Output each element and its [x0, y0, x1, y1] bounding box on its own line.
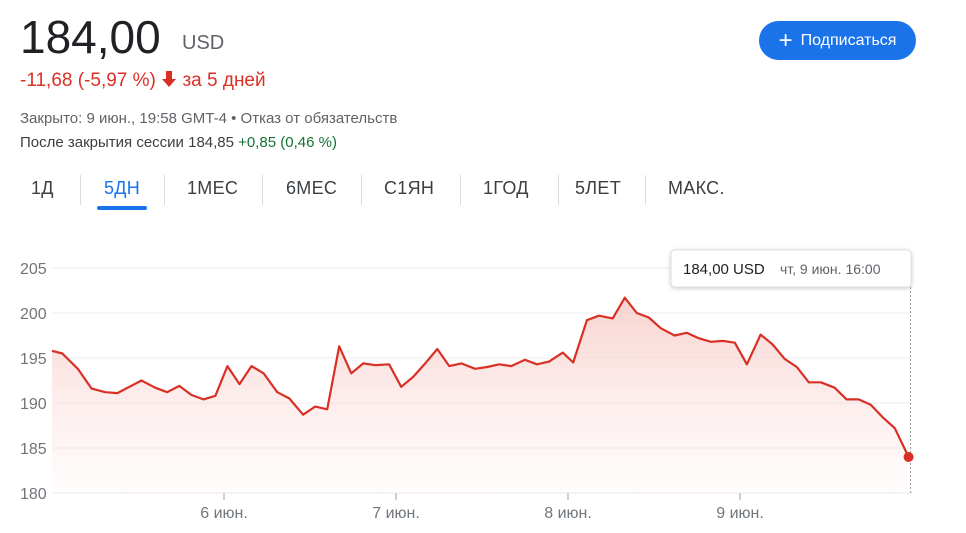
tab[interactable]: 6МЕС	[286, 178, 338, 198]
x-tick-label: 8 июн.	[544, 505, 592, 522]
currency: USD	[182, 32, 225, 54]
tab-separator	[80, 175, 81, 205]
tab-separator	[164, 175, 165, 205]
tooltip-box	[670, 249, 912, 288]
x-tick-label: 9 июн.	[716, 505, 764, 522]
plus-icon: +	[778, 26, 793, 54]
price-line	[51, 296, 910, 458]
y-tick-label: 200	[20, 306, 47, 323]
tab-separator	[558, 175, 559, 205]
down-arrow	[162, 71, 177, 87]
y-tick-label: 205	[20, 261, 47, 278]
tab[interactable]: 1МЕС	[187, 178, 239, 198]
tooltip-time: чт, 9 июн. 16:00	[780, 261, 881, 277]
tab[interactable]: 1ГОД	[483, 178, 529, 198]
after-hours-change: +0,85 (0,46 %)	[238, 134, 337, 151]
area	[52, 297, 909, 493]
tab-separator	[361, 175, 362, 205]
y-tick-label: 180	[20, 486, 47, 503]
subscribe-button[interactable]: + Подписаться	[759, 21, 916, 60]
y-tick-label: 190	[20, 396, 47, 413]
y-tick-label: 195	[20, 351, 47, 368]
y-tick-label: 185	[20, 441, 47, 458]
period: за 5 дней	[182, 70, 266, 91]
after-hours-row: После закрытия сессии 184,85 +0,85 (0,46…	[20, 134, 337, 151]
tab[interactable]: МАКС.	[668, 178, 725, 198]
x-tick-label: 6 июн.	[200, 505, 248, 522]
disclaimer-link[interactable]: Отказ от обязательств	[240, 110, 398, 127]
closed: Закрыто: 9 июн., 19:58 GMT-4	[20, 110, 227, 127]
closed-row: Закрыто: 9 июн., 19:58 GMT-4 • Отказ от …	[20, 110, 398, 127]
tab[interactable]: 1Д	[31, 178, 54, 198]
x-tick-label: 7 июн.	[372, 505, 420, 522]
tab[interactable]: С1ЯН	[384, 178, 435, 198]
tab[interactable]: 5ДН	[104, 178, 141, 198]
change: -11,68 (-5,97 %)	[20, 70, 156, 91]
button-label: Подписаться	[800, 31, 897, 49]
price: 184,00	[20, 11, 161, 63]
change-row: -11,68 (-5,97 %) за 5 дней	[20, 70, 266, 92]
last-point	[903, 452, 914, 462]
tab-separator	[262, 175, 263, 205]
after-hours: После закрытия сессии 184,85	[20, 134, 234, 151]
tooltip-price: 184,00 USD	[683, 261, 765, 278]
tab-indicator	[97, 206, 147, 210]
tab-separator	[460, 175, 461, 205]
tab-separator	[645, 175, 646, 205]
tooltip: 184,00 USD чт, 9 июн. 16:00	[670, 249, 912, 288]
tab[interactable]: 5ЛЕТ	[575, 178, 622, 198]
